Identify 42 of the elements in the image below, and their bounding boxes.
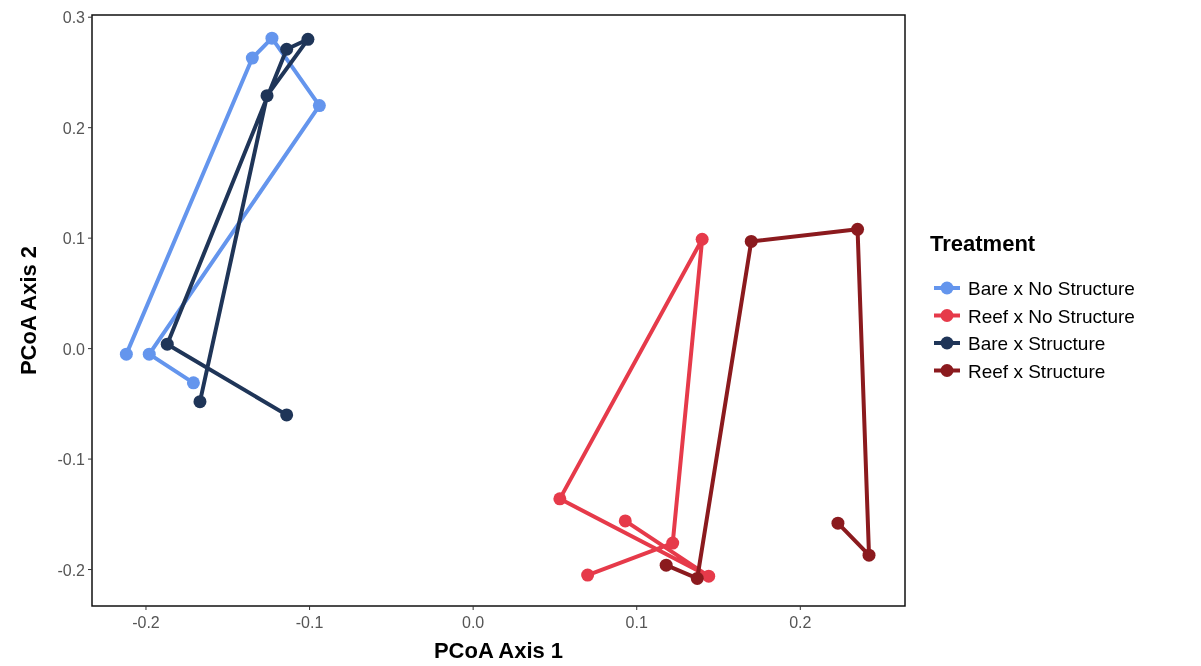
x-axis-title: PCoA Axis 1 [433,638,564,663]
point [245,51,259,65]
point [690,571,704,585]
point [260,89,274,103]
point [142,347,156,361]
x-tick-label: 0.0 [462,614,485,631]
y-tick-label: -0.2 [57,561,86,579]
y-tick-label: -0.1 [57,451,86,469]
point [160,337,174,351]
point [581,568,595,582]
point [280,42,294,56]
x-tick-label: -0.2 [132,614,160,631]
point [831,516,845,530]
point [618,514,632,528]
point [702,569,716,583]
point [851,222,865,236]
point [265,31,279,45]
point [301,32,315,46]
x-tick-label: 0.1 [625,614,648,631]
point [186,376,200,390]
y-tick-label: 0.3 [62,9,86,27]
point [312,99,326,113]
legend-label: Bare x No Structure [968,278,1135,299]
point [193,395,207,409]
legend-label: Reef x No Structure [968,305,1135,327]
point [695,232,709,246]
y-tick-label: 0.0 [62,340,86,358]
y-axis-title: PCoA Axis 2 [16,245,41,376]
x-tick-label: 0.2 [789,614,812,631]
y-tick-label: 0.1 [62,230,86,248]
legend-label: Reef x Structure [968,360,1106,382]
point [666,536,680,550]
y-tick-label: 0.2 [62,119,86,137]
legend-title: Treatment [930,231,1036,256]
point [862,548,876,562]
point [659,558,673,572]
point [744,234,758,248]
point [280,408,294,422]
x-tick-label: -0.1 [295,614,324,631]
point [553,492,567,506]
legend-label: Bare x Structure [968,333,1106,354]
point [119,347,133,361]
